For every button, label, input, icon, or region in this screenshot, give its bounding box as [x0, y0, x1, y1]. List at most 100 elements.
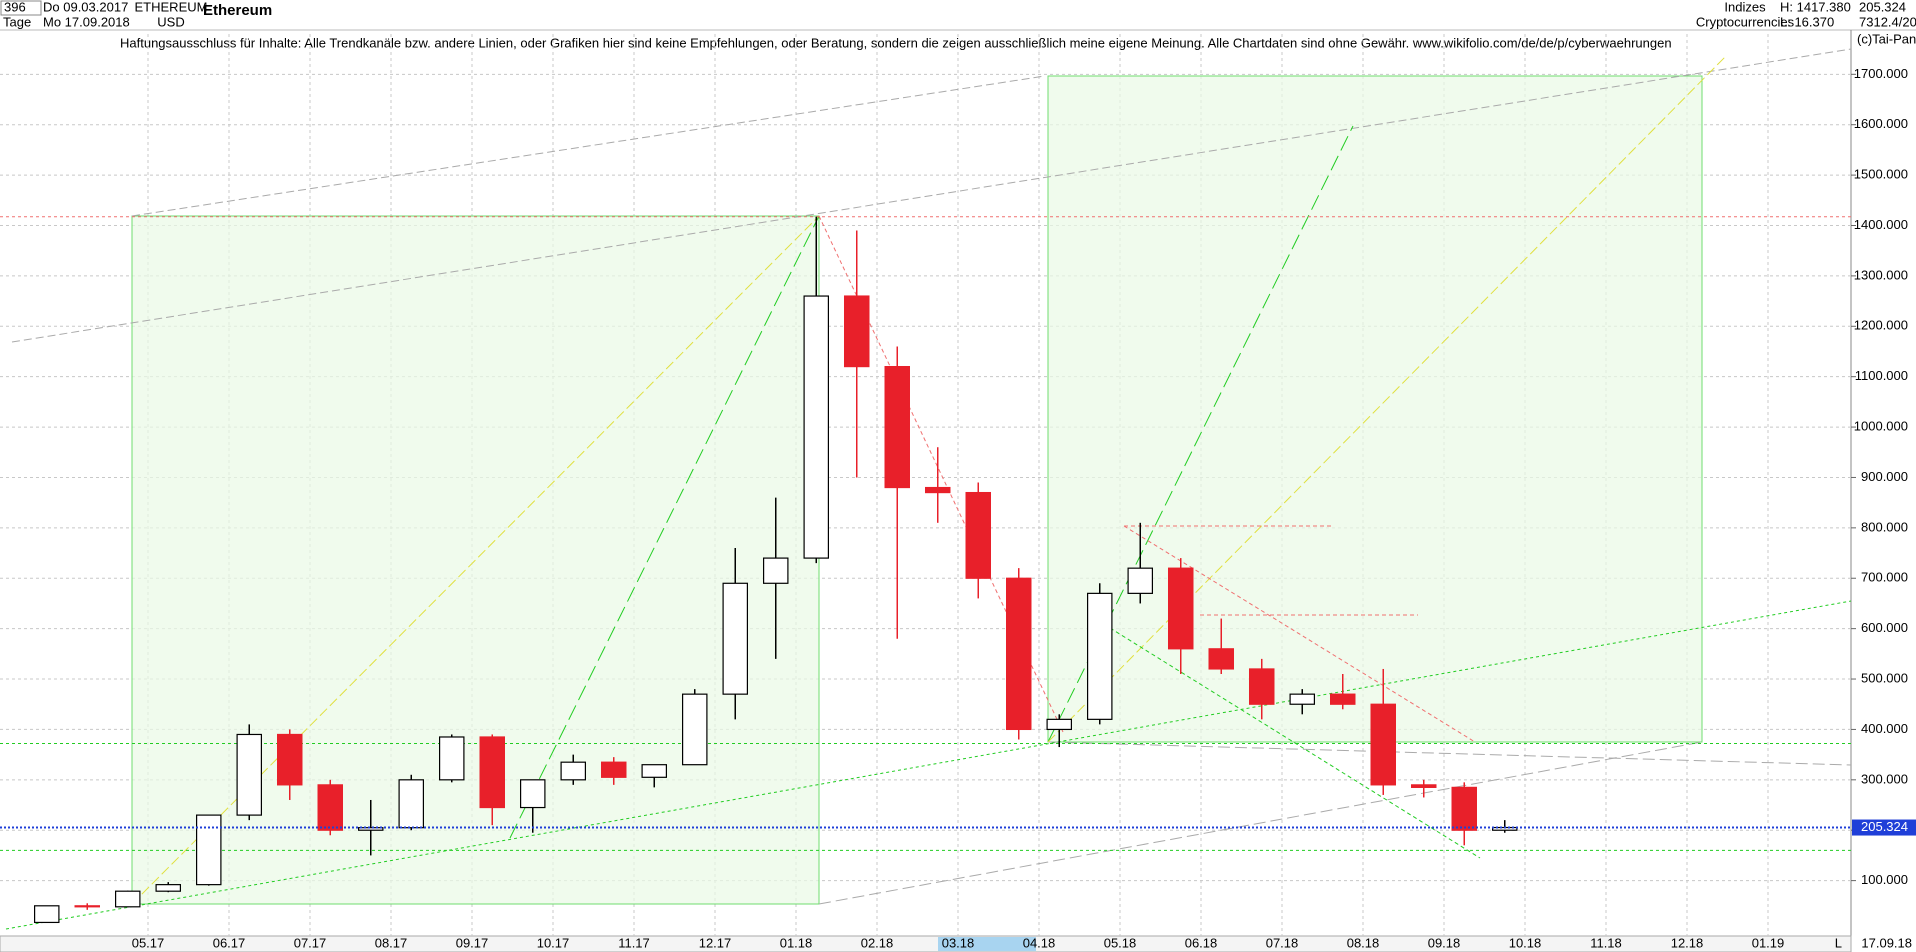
y-tick-label: 1000.000 [1854, 419, 1908, 434]
footer-date: 17.09.18 [1861, 935, 1912, 950]
disclaimer: Haftungsausschluss für Inhalte: Alle Tre… [120, 35, 1672, 50]
y-tick-label: 1100.000 [1855, 368, 1908, 383]
y-tick-label: 1500.000 [1854, 167, 1908, 182]
candle-body [236, 733, 263, 816]
x-tick-label: 02.18 [861, 935, 894, 950]
trend-line [5, 600, 1852, 930]
x-tick-label: 06.17 [213, 935, 246, 950]
low: L: 16.370 [1780, 14, 1834, 29]
info: 7312.4/20 [1859, 14, 1916, 29]
candle-body [722, 582, 748, 695]
candle-body [803, 295, 829, 559]
symbol: ETHEREUM [135, 0, 208, 14]
candle-body [924, 486, 951, 494]
x-tick-label: 10.18 [1509, 935, 1542, 950]
trend-line [818, 741, 1703, 905]
x-tick-label: 05.18 [1104, 935, 1137, 950]
last-price-box [1852, 819, 1916, 836]
group: Indizes [1724, 0, 1766, 14]
x-tick-label: 11.18 [1590, 935, 1622, 950]
footer-scale: L [1835, 935, 1842, 950]
y-tick-label: 900.000 [1861, 469, 1908, 484]
candle-body [1208, 648, 1234, 670]
start-date: Do 09.03.2017 [43, 0, 128, 14]
x-tick-label: 10.17 [537, 935, 570, 950]
x-axis-highlight [938, 937, 1036, 951]
candle-body [1167, 567, 1194, 650]
candle-body [600, 761, 627, 778]
candle-body [398, 779, 425, 829]
trend-line [11, 48, 1852, 343]
trend-line [509, 215, 820, 839]
candle-body [1248, 668, 1275, 705]
x-tick-label: 03.18 [942, 935, 975, 950]
trend-line [131, 75, 1046, 217]
candle-body [560, 761, 586, 781]
candle-body [1329, 693, 1356, 705]
candle-body [196, 814, 222, 886]
x-tick-label: 09.18 [1428, 935, 1461, 950]
candle-body [641, 764, 667, 778]
y-tick-label: 400.000 [1861, 721, 1908, 736]
candle-body [681, 693, 708, 766]
x-tick-label: 09.17 [456, 935, 489, 950]
candle-body [317, 784, 344, 831]
candle-body [155, 884, 182, 892]
y-tick-label: 1400.000 [1854, 217, 1908, 232]
candle-body [33, 905, 60, 924]
y-tick-label: 300.000 [1861, 771, 1908, 786]
candle-body [519, 779, 546, 809]
x-tick-label: 01.19 [1752, 935, 1785, 950]
x-tick-label: 12.17 [699, 935, 732, 950]
trend-line [1109, 627, 1481, 859]
candle-body [74, 905, 100, 908]
candle-body [479, 736, 506, 809]
y-tick-label: 1600.000 [1854, 116, 1908, 131]
count: 396 [4, 0, 26, 14]
x-tick-label: 05.17 [132, 935, 165, 950]
x-tick-label: 12.18 [1671, 935, 1704, 950]
y-tick-label: 1300.000 [1854, 267, 1908, 282]
x-tick-label: 08.18 [1347, 935, 1380, 950]
chart-title: Ethereum [203, 2, 272, 19]
subgroup: Cryptocurrencies [1696, 14, 1795, 29]
last: 205.324 [1859, 0, 1906, 14]
candle-body [884, 365, 910, 489]
x-tick-label: 06.18 [1185, 935, 1218, 950]
x-tick-label: 07.17 [294, 935, 327, 950]
trend-line [1123, 525, 1476, 743]
trend-line [1047, 741, 1852, 766]
y-tick-label: 1700.000 [1854, 66, 1908, 81]
y-tick-label: 800.000 [1861, 519, 1908, 534]
y-tick-label: 500.000 [1861, 670, 1908, 685]
candle-body [1370, 703, 1396, 786]
candle-body [358, 827, 384, 831]
x-tick-label: 07.18 [1266, 935, 1299, 950]
candle-body [843, 295, 870, 368]
candle-body [1410, 784, 1437, 788]
candle-body [1289, 693, 1315, 705]
copyright: (c)Tai-Pan [1857, 31, 1916, 46]
high: H: 1417.380 [1780, 0, 1851, 14]
candle-body [439, 736, 465, 781]
trend-line [1047, 54, 1728, 743]
y-tick-label: 600.000 [1861, 620, 1908, 635]
x-tick-label: 08.17 [375, 935, 408, 950]
x-tick-label: 04.18 [1023, 935, 1056, 950]
candle-body [1005, 577, 1032, 731]
y-tick-label: 1200.000 [1854, 318, 1908, 333]
candle-body [762, 557, 789, 584]
candle-body [1127, 567, 1153, 594]
x-tick-label: 11.17 [618, 935, 650, 950]
candle-body [114, 890, 141, 908]
y-tick-label: 700.000 [1861, 570, 1908, 585]
x-axis-strip [0, 935, 1852, 952]
period: Tage [3, 14, 31, 29]
x-tick-label: 01.18 [780, 935, 813, 950]
box [1047, 75, 1703, 743]
end-date: Mo 17.09.2018 [43, 14, 130, 29]
count-box [0, 0, 42, 16]
last-price-label: 205.324 [1861, 819, 1908, 834]
candle-body [1451, 786, 1477, 831]
